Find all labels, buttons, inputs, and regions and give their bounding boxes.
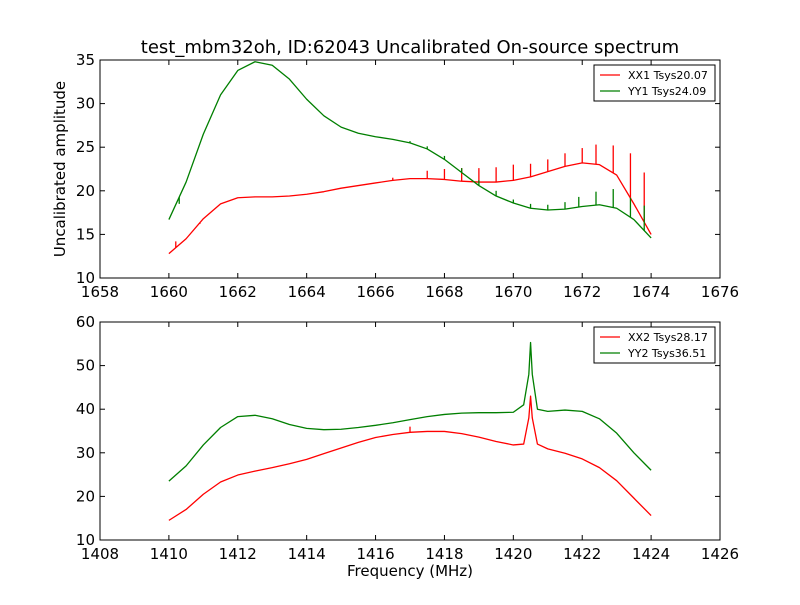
axes-frame [99,59,721,279]
y-tick-label: 20 [76,487,95,505]
y-tick-label: 25 [76,138,95,156]
x-tick-label: 1414 [288,545,326,563]
y-tick-label: 20 [76,182,95,200]
x-tick-label: 1424 [632,545,670,563]
x-tick-label: 1416 [356,545,394,563]
x-tick-label: 1672 [563,283,601,301]
y-tick-label: 30 [76,95,95,113]
x-tick-label: 1670 [494,283,532,301]
top-subplot: 1658 1660 1662 1664 1666 1668 1670 1672 1674 1676… [51,51,739,301]
series-line-2 [168,341,652,482]
series-line-2 [168,61,652,239]
y-tick-label: 40 [76,400,95,418]
x-tick-label: 1674 [632,283,670,301]
legend-box [593,326,716,364]
x-tick-label: 1422 [563,545,601,563]
y-tick-label: 10 [76,269,95,287]
x-tick-label: 1662 [219,283,257,301]
x-tick-label: 1410 [150,545,188,563]
x-tick-label: 1664 [288,283,326,301]
x-tick-label: 1668 [425,283,463,301]
legend-label-2: YY1 Tsys24.09 [627,85,706,98]
y-tick-label: 10 [76,531,95,549]
bottom-subplot: 1408 1410 1412 1414 1416 1418 1420 1422 1424 1426… [76,313,739,580]
x-tick-label: 1676 [701,283,739,301]
y-tick-label: 30 [76,444,95,462]
chart-title: test_mbm32oh, ID:62043 Uncalibrated On-s… [141,37,679,58]
x-tick-label: 1412 [219,545,257,563]
x-tick-label: 1408 [81,545,119,563]
x-tick-label: 1426 [701,545,739,563]
y-tick-label: 50 [76,357,95,375]
y-axis-label: Uncalibrated amplitude [51,81,69,257]
x-tick-label: 1420 [494,545,532,563]
x-tick-label: 1658 [81,283,119,301]
legend-box [593,64,716,102]
axes-frame [99,321,721,541]
series-line-1 [168,395,652,521]
y-tick-label: 15 [76,225,95,243]
legend-label-2: YY2 Tsys36.51 [627,347,706,360]
x-tick-label: 1660 [150,283,188,301]
legend-label-1: XX2 Tsys28.17 [628,331,708,344]
x-tick-label: 1666 [356,283,394,301]
y-tick-label: 35 [76,51,95,69]
legend-label-1: XX1 Tsys20.07 [628,69,708,82]
series-line-1 [168,162,652,255]
y-tick-label: 60 [76,313,95,331]
x-tick-label: 1418 [425,545,463,563]
x-axis-label: Frequency (MHz) [347,562,473,580]
